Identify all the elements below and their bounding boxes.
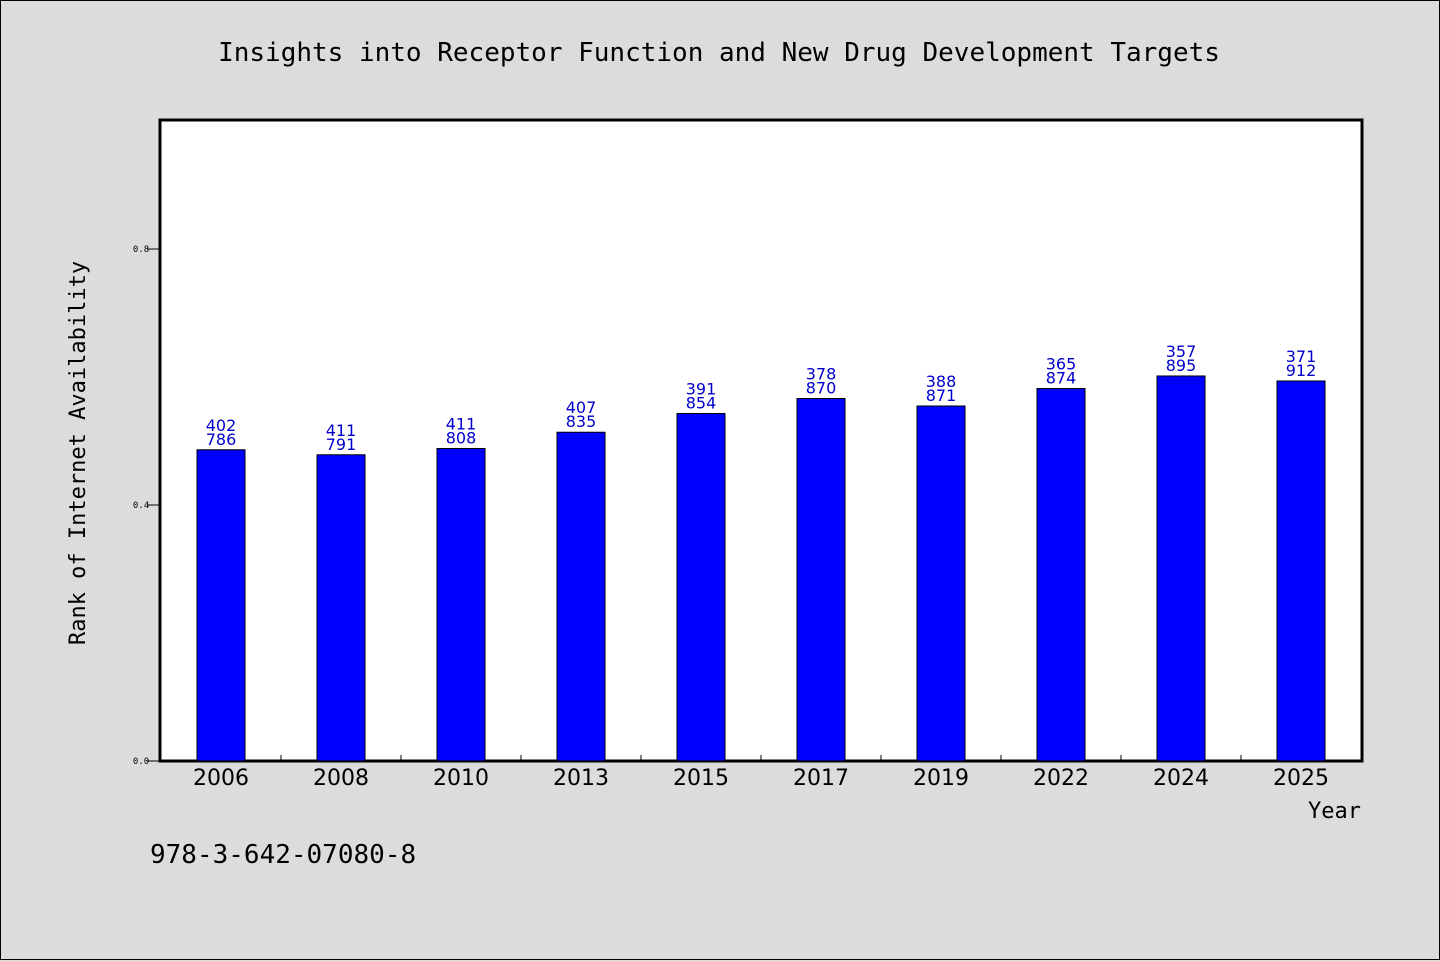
bar: [916, 405, 966, 762]
bar-label-top: 365: [1046, 355, 1077, 374]
bar: [196, 449, 246, 762]
bar-label-bottom: 854: [686, 393, 717, 412]
footer-id: 978-3-642-07080-8: [150, 840, 416, 870]
bar: [1156, 375, 1206, 762]
y-axis-label: Rank of Internet Availability: [66, 261, 91, 645]
x-tick-label: 2015: [673, 766, 729, 791]
bar-label-bottom: 786: [206, 430, 237, 449]
x-tick-label: 2010: [433, 766, 489, 791]
bar-label-top: 407: [566, 398, 597, 417]
bar-label-top: 388: [926, 372, 957, 391]
bar: [1276, 380, 1326, 762]
bar-label-top: 371: [1286, 347, 1317, 366]
y-axis: 0.0 0.4 0.8: [133, 245, 161, 767]
x-axis-label: Year: [1308, 799, 1361, 824]
chart-title: Insights into Receptor Function and New …: [218, 38, 1220, 68]
x-axis: 2006 2008 2010 2013 2015 2017 2019 2022 2024 2025: [193, 755, 1329, 791]
bar: [436, 447, 486, 762]
bar-label-bottom: 871: [926, 386, 957, 405]
bar-label-top: 411: [446, 414, 477, 433]
bar-label-bottom: 835: [566, 412, 597, 431]
bar-label-top: 411: [326, 421, 357, 440]
x-tick-label: 2019: [913, 766, 969, 791]
bar: [556, 431, 606, 762]
bar-label-bottom: 808: [446, 428, 477, 447]
x-tick-label: 2024: [1153, 766, 1209, 791]
bar: [316, 454, 366, 762]
x-tick-label: 2006: [193, 766, 249, 791]
bar-label-bottom: 870: [806, 379, 837, 398]
y-tick-label: 0.0: [133, 757, 149, 767]
bar: [1036, 388, 1086, 762]
x-tick-label: 2017: [793, 766, 849, 791]
bar-label-bottom: 912: [1286, 361, 1317, 380]
y-tick-label: 0.4: [133, 501, 149, 511]
bar-label-bottom: 895: [1166, 356, 1197, 375]
bar-label-top: 402: [206, 416, 237, 435]
x-tick-label: 2013: [553, 766, 609, 791]
bar-label-bottom: 791: [326, 435, 357, 454]
bar-label-top: 391: [686, 379, 717, 398]
bar-label-bottom: 874: [1046, 369, 1077, 388]
bar-label-top: 378: [806, 365, 837, 384]
bar-label-top: 357: [1166, 342, 1197, 361]
y-tick-label: 0.8: [133, 245, 149, 255]
x-tick-label: 2025: [1273, 766, 1329, 791]
x-tick-label: 2008: [313, 766, 369, 791]
x-tick-label: 2022: [1033, 766, 1089, 791]
bar: [676, 412, 726, 762]
bar: [796, 398, 846, 762]
